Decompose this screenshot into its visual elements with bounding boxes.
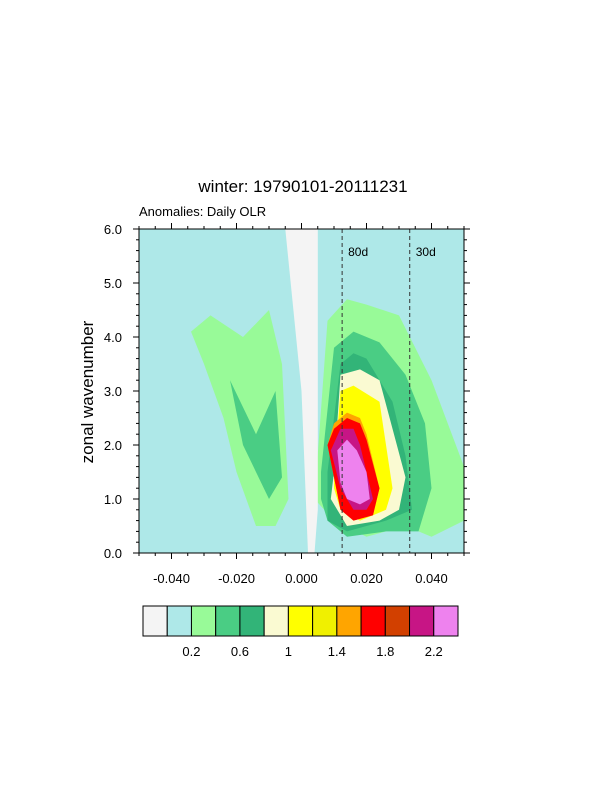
y-tick-label: 5.0 <box>104 276 122 291</box>
contour-fill-level-1 <box>139 229 464 537</box>
colorbar-swatch <box>263 605 289 637</box>
colorbar-swatch <box>190 605 217 637</box>
chart-subtitle: Anomalies: Daily OLR <box>139 204 266 219</box>
colorbar-label: 1.4 <box>328 644 346 659</box>
y-axis-label: zonal wavenumber <box>78 320 97 463</box>
plot-area: 80d 30d <box>139 229 464 553</box>
contour-fill-level-0 <box>285 229 318 553</box>
axes: -0.040 -0.020 0.000 0.020 0.040 0.0 1.0 2.0 3.0 4… <box>104 222 470 586</box>
y-tick-label: 3.0 <box>104 384 122 399</box>
x-tick-label: 0.040 <box>415 571 448 586</box>
colorbar-swatch <box>287 605 314 637</box>
colorbar-swatch <box>336 605 362 637</box>
colorbar-swatch <box>142 605 168 637</box>
y-tick-label: 0.0 <box>104 546 122 561</box>
colorbar-swatch <box>215 605 241 637</box>
y-tick-label: 1.0 <box>104 492 122 507</box>
reference-line-label: 80d <box>348 245 368 259</box>
colorbar-label: 1 <box>285 644 292 659</box>
reference-lines: 80d 30d <box>341 229 436 553</box>
colorbar-label: 2.2 <box>425 644 443 659</box>
contour-fill-level-3 <box>230 380 282 499</box>
y-tick-label: 4.0 <box>104 330 122 345</box>
colorbar: 0.2 0.6 1 1.4 1.8 2.2 <box>142 605 459 659</box>
colorbar-swatch <box>312 605 338 637</box>
x-tick-label: 0.000 <box>285 571 318 586</box>
colorbar-swatch <box>166 605 192 637</box>
colorbar-label: 1.8 <box>376 644 394 659</box>
colorbar-label: 0.6 <box>231 644 249 659</box>
y-tick-label: 2.0 <box>104 438 122 453</box>
colorbar-swatch <box>409 605 435 637</box>
contour-fill-level-12 <box>337 439 370 505</box>
chart-title: winter: 19790101-20111231 <box>197 177 407 196</box>
colorbar-swatch <box>433 605 459 637</box>
colorbar-swatch <box>384 605 411 637</box>
x-tick-label: 0.020 <box>350 571 383 586</box>
x-tick-label: -0.040 <box>153 571 190 586</box>
y-tick-label: 6.0 <box>104 222 122 237</box>
colorbar-label: 0.2 <box>182 644 200 659</box>
colorbar-swatch <box>360 605 386 637</box>
reference-line-label: 30d <box>416 245 436 259</box>
colorbar-swatch <box>239 605 265 637</box>
x-tick-label: -0.020 <box>218 571 255 586</box>
contour-fills <box>139 229 464 553</box>
